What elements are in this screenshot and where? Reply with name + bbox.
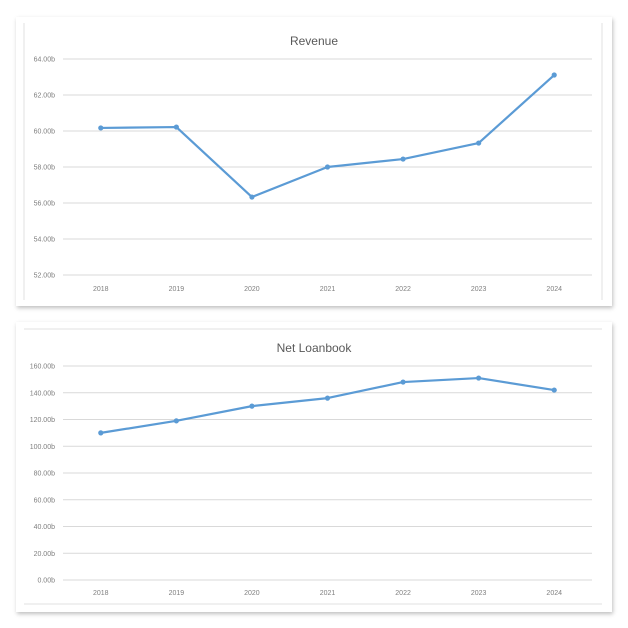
data-point <box>249 194 255 200</box>
data-point <box>324 395 331 401</box>
data-point <box>551 387 557 393</box>
x-tick-label: 2022 <box>395 590 411 597</box>
y-tick-label: 60.00b <box>34 497 56 504</box>
data-point <box>324 164 331 170</box>
y-tick-label: 120.00b <box>30 417 55 424</box>
chart-title: Net Loanbook <box>277 341 353 355</box>
y-tick-label: 56.00b <box>34 201 56 208</box>
data-point <box>173 124 179 130</box>
x-tick-label: 2022 <box>395 286 411 293</box>
x-tick-label: 2020 <box>244 286 260 293</box>
net-loanbook-chart-card: Net Loanbook 0.00b 20.00b 40.00b 60.00b 80.0… <box>16 322 612 612</box>
y-tick-label: 140.00b <box>30 390 55 397</box>
y-tick-label: 20.00b <box>34 551 56 558</box>
x-tick-label: 2024 <box>546 286 562 293</box>
y-tick-label: 160.00b <box>30 364 55 371</box>
series-line <box>100 74 555 199</box>
x-tick-label: 2018 <box>93 590 109 597</box>
data-point <box>476 375 482 381</box>
y-tick-label: 52.00b <box>34 273 56 280</box>
x-tick-label: 2018 <box>93 286 109 293</box>
data-point <box>98 125 104 131</box>
data-point <box>400 156 406 162</box>
y-tick-label: 60.00b <box>34 129 56 136</box>
x-tick-label: 2019 <box>169 286 185 293</box>
series-line <box>100 376 555 434</box>
x-tick-label: 2019 <box>169 590 185 597</box>
data-point <box>551 72 557 78</box>
y-tick-label: 64.00b <box>34 57 56 64</box>
data-point <box>476 140 482 146</box>
y-tick-label: 62.00b <box>34 93 56 100</box>
y-tick-label: 100.00b <box>30 444 55 451</box>
y-tick-label: 58.00b <box>34 165 56 172</box>
net-loanbook-chart: Net Loanbook 0.00b 20.00b 40.00b 60.00b 80.0… <box>24 328 602 605</box>
x-tick-label: 2024 <box>546 590 562 597</box>
revenue-chart-card: Revenue 52.00b 54.00b 56.00b 58.00b 60.00b 62… <box>16 17 612 306</box>
data-point <box>98 430 104 436</box>
x-tick-label: 2021 <box>320 590 336 597</box>
chart-title: Revenue <box>290 34 338 48</box>
x-tick-label: 2021 <box>320 286 336 293</box>
x-tick-label: 2020 <box>244 590 260 597</box>
revenue-chart: Revenue 52.00b 54.00b 56.00b 58.00b 60.00b 62… <box>23 23 603 300</box>
data-point <box>400 379 406 385</box>
y-tick-label: 80.00b <box>34 471 56 478</box>
data-point <box>173 418 179 424</box>
y-tick-label: 54.00b <box>34 237 56 244</box>
data-point <box>249 403 255 409</box>
y-tick-label: 0.00b <box>37 578 55 585</box>
y-tick-label: 40.00b <box>34 524 56 531</box>
x-tick-label: 2023 <box>471 286 487 293</box>
x-tick-label: 2023 <box>471 590 487 597</box>
